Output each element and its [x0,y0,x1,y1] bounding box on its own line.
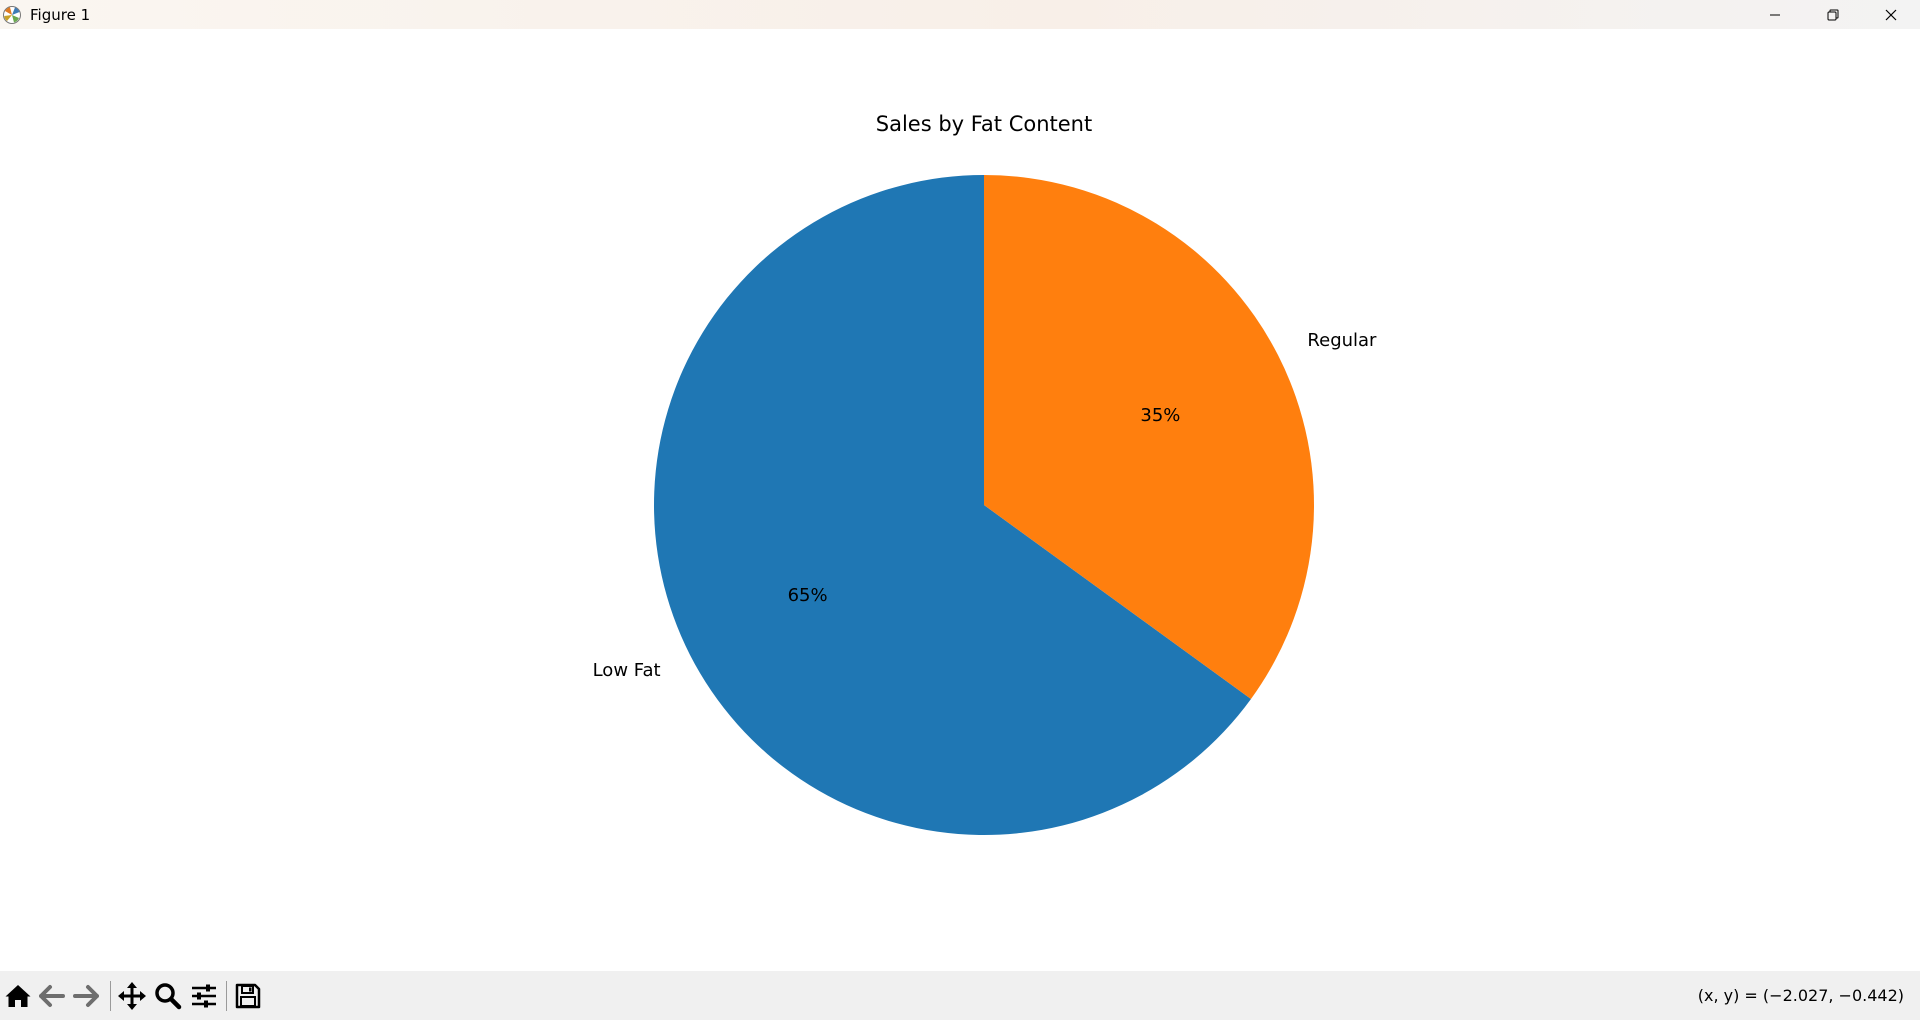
pie-labels: Low Fat 65% Regular 35% [593,330,1377,681]
toolbar-separator [110,981,111,1011]
forward-button[interactable] [71,982,101,1010]
zoom-button[interactable] [153,982,183,1010]
pan-button[interactable] [117,982,147,1010]
window-title: Figure 1 [30,5,91,24]
slice-label: Regular [1307,330,1377,351]
home-icon [5,985,31,1007]
home-button[interactable] [3,982,33,1010]
back-button[interactable] [37,982,67,1010]
figure-canvas[interactable]: Sales by Fat Content Low Fat 65% Regular 35… [0,29,1920,971]
back-icon [39,985,65,1007]
pie-chart: Sales by Fat Content Low Fat 65% Regular 35… [593,112,1377,836]
window-controls [1746,0,1920,29]
forward-icon [73,985,99,1007]
slice-percent-label: 35% [1140,405,1180,426]
toolbar-separator [226,981,227,1011]
minimize-icon [1770,14,1780,15]
restore-icon [1827,9,1839,20]
pie-slice-low-fat [653,175,1251,836]
pie-slices [653,175,1314,836]
save-icon [235,983,261,1009]
title-bar: Figure 1 [0,0,1920,29]
navigation-toolbar: (x, y) = (−2.027, −0.442) [0,971,1920,1020]
close-icon [1885,9,1897,20]
configure-subplots-icon [192,984,216,1008]
restore-button[interactable] [1804,0,1862,29]
pie-slice-regular [984,175,1314,699]
configure-subplots-button[interactable] [189,982,219,1010]
cursor-coordinates: (x, y) = (−2.027, −0.442) [1697,986,1904,1005]
slice-label: Low Fat [593,660,661,681]
close-button[interactable] [1862,0,1920,29]
pan-icon [118,982,146,1010]
minimize-button[interactable] [1746,0,1804,29]
chart-title: Sales by Fat Content [876,112,1092,136]
save-button[interactable] [233,982,263,1010]
matplotlib-logo-icon [3,5,21,24]
zoom-icon [155,983,182,1010]
slice-percent-label: 65% [788,585,828,606]
